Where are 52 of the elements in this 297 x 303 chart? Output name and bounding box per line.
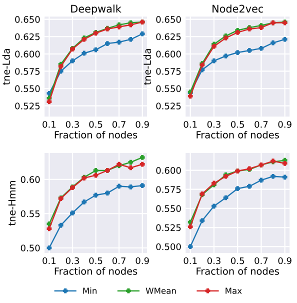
x-axis-title: Fraction of nodes bbox=[54, 267, 138, 275]
x-tick-label: 0.7 bbox=[112, 120, 126, 128]
x-tick-label: 0.3 bbox=[66, 120, 79, 128]
y-tick-label: 0.550 bbox=[15, 85, 40, 92]
y-tick-label: 0.600 bbox=[156, 166, 181, 174]
x-tick-label: 0.3 bbox=[207, 120, 220, 128]
y-tick-label: 0.575 bbox=[15, 68, 40, 75]
x-axis-title: Fraction of nodes bbox=[196, 267, 279, 275]
y-tick-label: 0.60 bbox=[20, 176, 40, 183]
y-tick-label: 0.50 bbox=[20, 244, 40, 252]
legend-label: Max bbox=[226, 288, 242, 294]
legend-label: Min bbox=[83, 287, 97, 294]
x-tick-label: 0.1 bbox=[184, 120, 197, 128]
y-axis-title: tne-Lda bbox=[2, 49, 10, 85]
x-tick-label: 0.7 bbox=[254, 120, 268, 128]
y-tick-label: 0.625 bbox=[156, 33, 181, 40]
y-tick-label: 0.55 bbox=[20, 210, 40, 218]
x-tick-label: 0.7 bbox=[112, 257, 126, 264]
y-axis-title: tne-Hmm bbox=[8, 180, 16, 226]
x-tick-label: 0.5 bbox=[89, 120, 102, 128]
y-tick-label: 0.525 bbox=[15, 102, 40, 110]
x-tick-label: 0.5 bbox=[231, 257, 244, 264]
y-tick-label: 0.525 bbox=[156, 224, 181, 232]
y-tick-label: 0.500 bbox=[156, 243, 181, 250]
x-tick-label: 0.5 bbox=[231, 120, 244, 128]
y-tick-label: 0.550 bbox=[156, 85, 181, 92]
x-tick-label: 0.9 bbox=[136, 257, 149, 264]
y-axis-title: tne-Lda bbox=[143, 49, 151, 85]
y-tick-label: 0.575 bbox=[156, 186, 181, 193]
x-tick-label: 0.9 bbox=[278, 257, 292, 264]
legend-label: WMean bbox=[146, 288, 176, 294]
x-tick-label: 0.5 bbox=[89, 257, 102, 264]
x-tick-label: 0.7 bbox=[254, 257, 268, 264]
y-tick-label: 0.650 bbox=[15, 16, 40, 23]
chart-title: Deepwalk bbox=[71, 4, 122, 15]
x-tick-label: 0.1 bbox=[184, 257, 197, 264]
y-tick-label: 0.525 bbox=[156, 102, 181, 110]
y-tick-label: 0.550 bbox=[156, 205, 181, 212]
x-tick-label: 0.9 bbox=[278, 120, 292, 128]
x-tick-label: 0.9 bbox=[136, 120, 149, 128]
x-axis-title: Fraction of nodes bbox=[196, 130, 279, 138]
x-tick-label: 0.3 bbox=[66, 257, 79, 264]
y-tick-label: 0.650 bbox=[156, 16, 181, 23]
x-tick-label: 0.1 bbox=[42, 120, 56, 128]
y-tick-label: 0.625 bbox=[15, 33, 40, 40]
y-tick-label: 0.600 bbox=[15, 50, 40, 58]
chart-title: Node2vec bbox=[212, 4, 264, 13]
x-axis-title: Fraction of nodes bbox=[54, 130, 138, 138]
x-tick-label: 0.3 bbox=[207, 257, 220, 264]
y-tick-label: 0.600 bbox=[156, 50, 181, 58]
y-tick-label: 0.575 bbox=[156, 68, 181, 75]
x-tick-label: 0.1 bbox=[42, 257, 56, 264]
